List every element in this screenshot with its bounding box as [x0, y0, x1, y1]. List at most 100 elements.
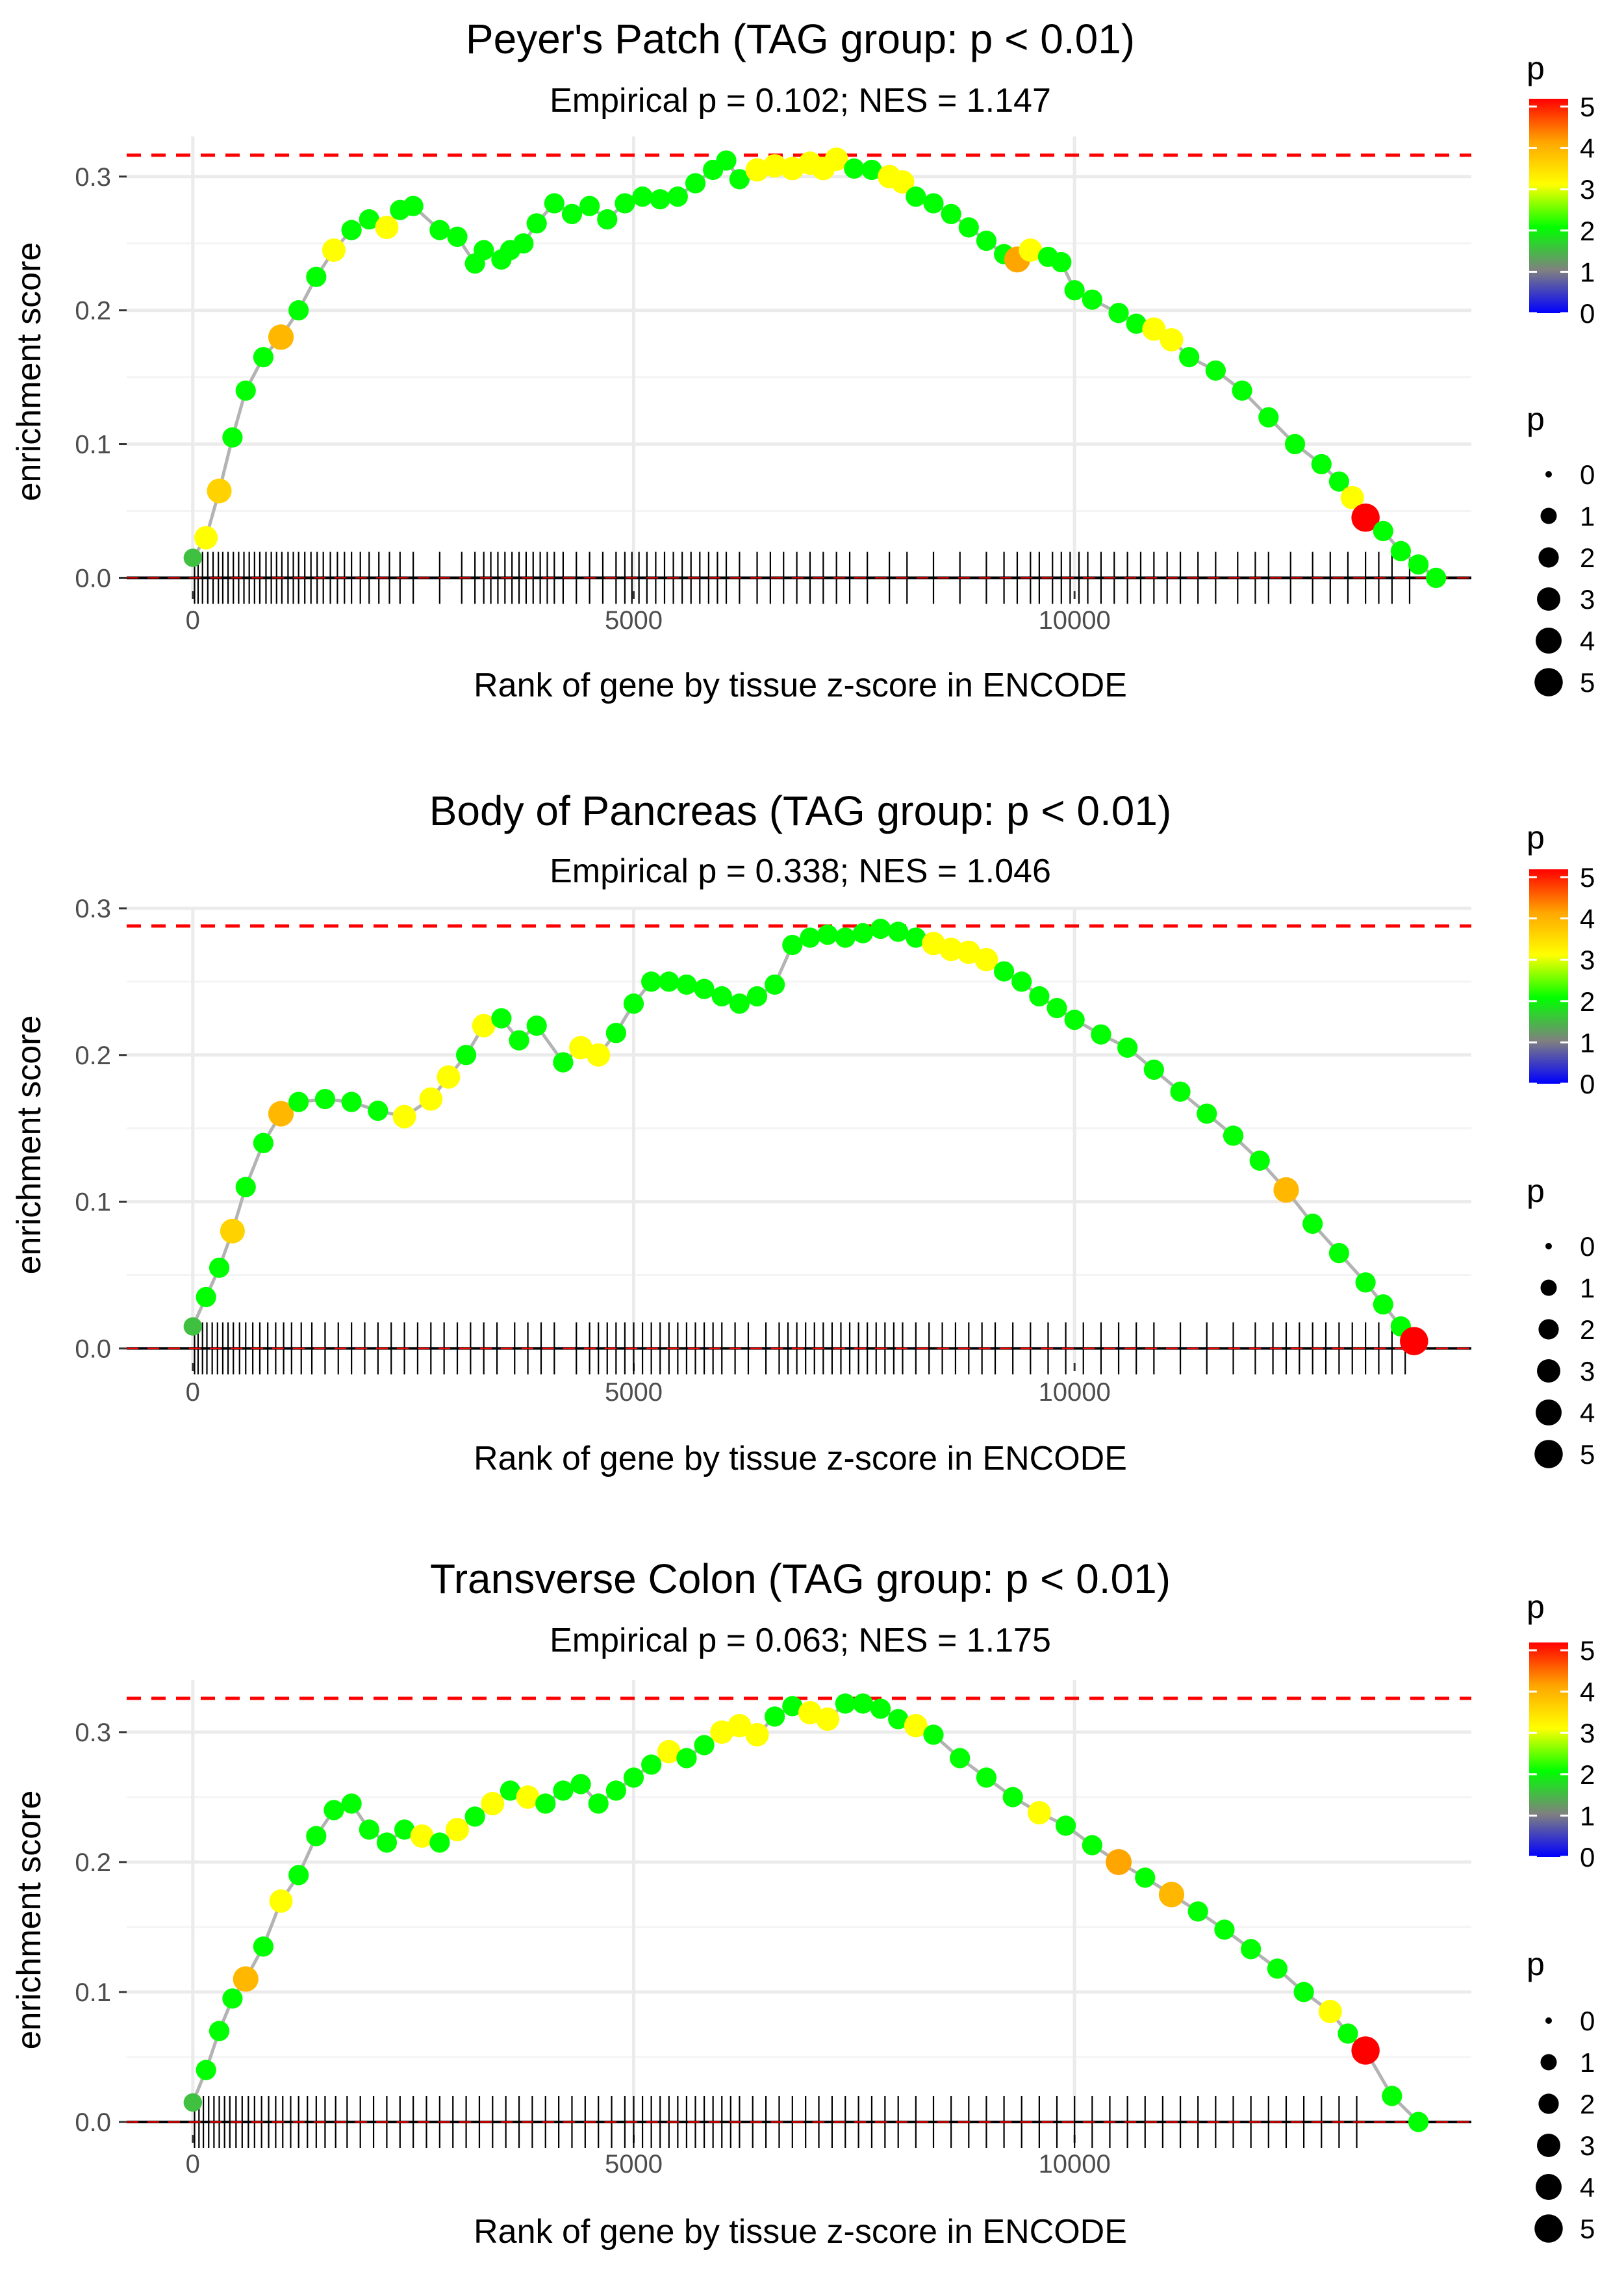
size-legend-label: 1 — [1580, 2047, 1595, 2078]
es-point — [359, 1819, 379, 1840]
es-point — [526, 1016, 547, 1036]
es-point — [676, 1748, 697, 1769]
es-point — [694, 1735, 715, 1756]
es-point — [1064, 280, 1085, 301]
es-point — [667, 186, 688, 207]
x-tick-label: 0 — [186, 606, 200, 635]
es-point — [623, 1767, 644, 1788]
es-point — [455, 1045, 477, 1066]
es-point — [745, 1723, 769, 1746]
es-point — [1373, 520, 1393, 541]
es-point — [923, 1724, 944, 1745]
color-legend-label: 1 — [1580, 1800, 1595, 1831]
es-point — [481, 1792, 505, 1815]
es-point — [816, 1707, 840, 1731]
es-point — [472, 1014, 496, 1038]
es-point — [716, 150, 737, 171]
es-point — [429, 1832, 450, 1853]
x-tick-label: 5000 — [605, 1378, 663, 1407]
es-point — [561, 203, 583, 225]
es-point — [605, 1780, 626, 1801]
es-point — [1328, 471, 1350, 492]
es-point — [824, 147, 848, 171]
size-legend-dot — [1545, 2017, 1552, 2024]
es-point — [1179, 347, 1200, 368]
es-point — [579, 196, 600, 216]
x-tick-label: 5000 — [605, 606, 663, 635]
es-point — [1408, 2112, 1429, 2132]
es-point — [392, 1105, 416, 1129]
es-point — [782, 934, 803, 956]
es-point — [798, 1701, 822, 1724]
es-point — [1029, 986, 1050, 1007]
color-legend: p 0 1 2 3 4 5 — [1527, 819, 1595, 1099]
panel-title: Peyer's Patch (TAG group: p < 0.01) — [466, 16, 1135, 62]
es-point — [950, 1748, 971, 1769]
es-point — [322, 238, 346, 262]
es-point — [729, 993, 750, 1014]
es-point — [641, 971, 662, 992]
size-legend-label: 0 — [1580, 2006, 1595, 2036]
x-tick-label: 0 — [186, 1378, 200, 1407]
es-point — [1170, 1081, 1191, 1102]
es-point — [904, 1714, 928, 1737]
size-legend-dot — [1537, 2134, 1560, 2157]
color-legend-title: p — [1527, 819, 1545, 856]
plot-area: 0.0 0.1 0.2 0.3 0 5000 10000 — [75, 136, 1471, 635]
es-point — [222, 427, 243, 448]
es-point — [1267, 1958, 1288, 1979]
x-axis-label: Rank of gene by tissue z-score in ENCODE — [474, 2213, 1127, 2251]
es-point — [1311, 454, 1332, 475]
y-tick-label: 0.3 — [75, 1718, 111, 1747]
x-tick-label: 10000 — [1039, 1378, 1111, 1407]
es-point — [939, 938, 963, 962]
size-legend-label: 2 — [1580, 1314, 1595, 1345]
color-legend-label: 4 — [1580, 904, 1595, 934]
es-point — [447, 226, 468, 248]
size-legend-dot — [1537, 1359, 1560, 1383]
size-legend-label: 3 — [1580, 2130, 1595, 2161]
y-tick-label: 0.2 — [75, 1041, 111, 1070]
panel-title: Body of Pancreas (TAG group: p < 0.01) — [429, 787, 1172, 834]
color-legend-label: 4 — [1580, 1677, 1595, 1707]
es-point — [1273, 1177, 1299, 1203]
es-point — [491, 1008, 512, 1028]
color-legend-label: 3 — [1580, 174, 1595, 205]
es-point — [394, 1819, 415, 1840]
color-legend-label: 2 — [1580, 1759, 1595, 1790]
es-point — [1064, 1010, 1085, 1030]
es-point — [1318, 2000, 1342, 2023]
es-point — [1047, 997, 1067, 1019]
es-point — [1117, 1037, 1138, 1058]
es-point — [1051, 251, 1072, 273]
size-legend-label: 1 — [1580, 501, 1595, 531]
x-axis-label: Rank of gene by tissue z-score in ENCODE — [474, 667, 1127, 704]
es-point — [957, 940, 981, 964]
size-legend-label: 1 — [1580, 1273, 1595, 1303]
color-legend-label: 5 — [1580, 1635, 1595, 1666]
es-point — [209, 1257, 230, 1278]
size-legend-label: 0 — [1580, 459, 1595, 490]
es-point — [765, 1706, 785, 1727]
es-point — [835, 1693, 856, 1714]
es-point — [641, 1754, 662, 1775]
es-point — [1082, 1835, 1102, 1856]
es-point — [419, 1087, 443, 1111]
es-point — [1214, 1919, 1235, 1940]
es-point — [1293, 1982, 1314, 2002]
es-point — [1351, 503, 1380, 532]
color-legend-label: 3 — [1580, 945, 1595, 975]
panel-transverse-colon: Transverse Colon (TAG group: p < 0.01) E… — [10, 1555, 1595, 2251]
es-point — [1091, 1024, 1111, 1045]
size-legend-dot — [1540, 507, 1557, 524]
es-point — [368, 1101, 388, 1121]
es-point — [1027, 1801, 1051, 1824]
size-legend-dot — [1534, 1440, 1563, 1468]
size-legend: p 0 1 2 3 4 5 — [1527, 1173, 1595, 1470]
es-point — [253, 347, 274, 368]
color-legend-bar — [1529, 1642, 1568, 1857]
color-legend-title: p — [1527, 1589, 1545, 1625]
plot-area: 0.0 0.1 0.2 0.3 0 5000 10000 — [75, 1680, 1471, 2178]
es-point — [711, 986, 732, 1007]
